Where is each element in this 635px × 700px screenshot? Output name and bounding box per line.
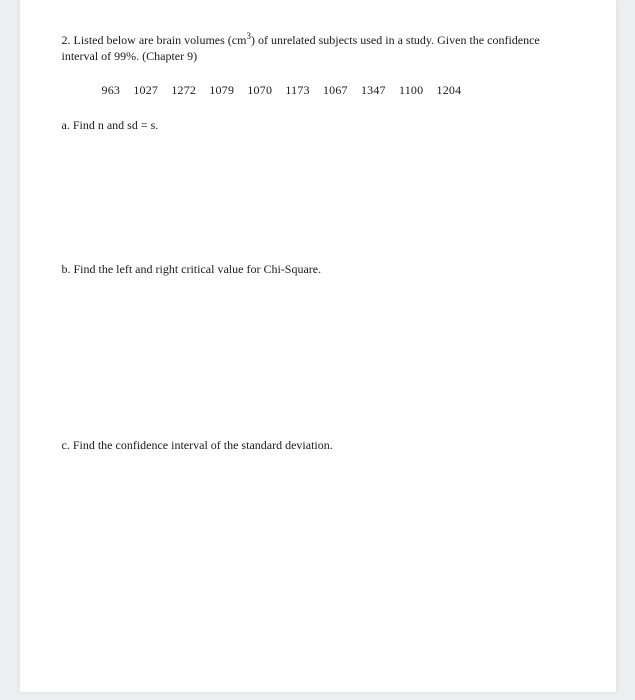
question-lead-text: 2. Listed below are brain volumes (cm (62, 33, 247, 47)
data-value: 1027 (133, 83, 158, 97)
data-value: 1204 (437, 83, 462, 97)
question-intro: 2. Listed below are brain volumes (cm3) … (62, 32, 574, 64)
data-value: 1079 (209, 83, 234, 97)
document-sheet: 2. Listed below are brain volumes (cm3) … (19, 0, 617, 692)
data-values-row: 963 1027 1272 1079 1070 1173 1067 1347 1… (102, 82, 574, 98)
part-b: b. Find the left and right critical valu… (62, 261, 574, 277)
data-value: 1070 (247, 83, 272, 97)
data-value: 1272 (171, 83, 196, 97)
data-value: 1173 (285, 83, 309, 97)
page-background: 2. Listed below are brain volumes (cm3) … (0, 0, 635, 700)
data-value: 1347 (361, 83, 386, 97)
data-value: 963 (102, 83, 121, 97)
part-c: c. Find the confidence interval of the s… (62, 437, 574, 453)
data-value: 1100 (399, 83, 423, 97)
data-value: 1067 (323, 83, 348, 97)
part-a: a. Find n and sd = s. (62, 117, 574, 133)
